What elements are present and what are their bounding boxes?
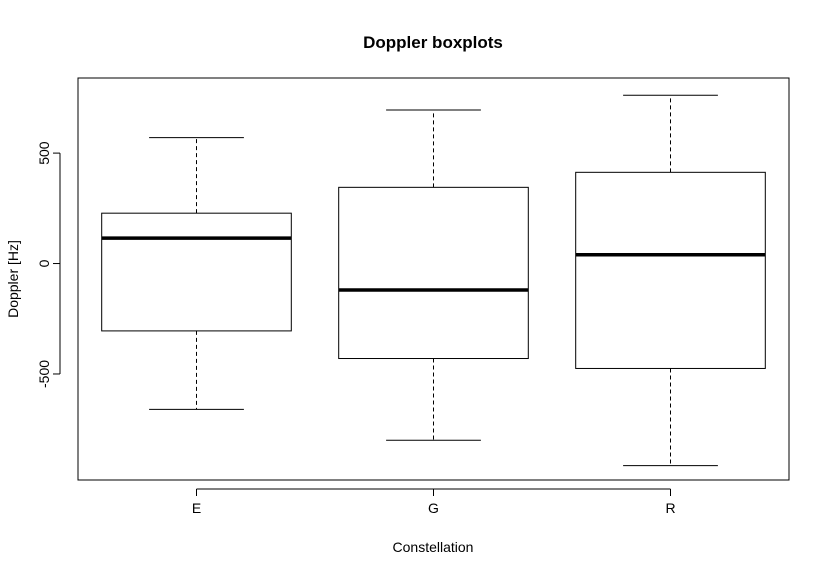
y-axis-label: Doppler [Hz]: [5, 240, 21, 318]
iqr-box: [338, 186, 529, 360]
box-R: [575, 94, 766, 467]
iqr-box: [101, 212, 292, 332]
y-tick-label: -500: [36, 360, 52, 388]
y-axis: -500 0 500: [36, 141, 61, 388]
plot-area-frame: [77, 77, 790, 481]
x-tick-label: R: [665, 500, 675, 516]
y-tick-label: 500: [36, 141, 52, 165]
chart-title: Doppler boxplots: [363, 33, 503, 52]
x-tick-label: E: [192, 500, 201, 516]
boxes-group: [101, 94, 766, 467]
y-tick-label: 0: [36, 259, 52, 267]
box-G: [338, 109, 529, 441]
iqr-box: [575, 171, 766, 369]
box-E: [101, 137, 292, 410]
x-axis-label: Constellation: [393, 539, 474, 555]
x-tick-label: G: [428, 500, 439, 516]
